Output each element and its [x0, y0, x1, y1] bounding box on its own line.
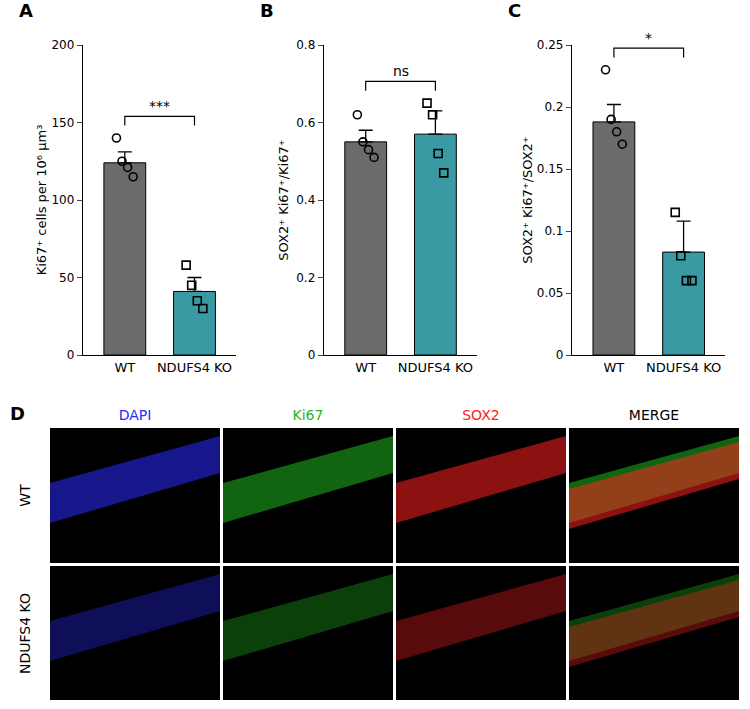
svg-text:200: 200: [51, 38, 74, 52]
svg-text:0.2: 0.2: [544, 100, 563, 114]
svg-text:0.25: 0.25: [537, 38, 564, 52]
svg-text:0: 0: [556, 348, 564, 362]
svg-text:B: B: [260, 0, 274, 21]
svg-text:DAPI: DAPI: [119, 407, 152, 423]
svg-text:C: C: [508, 0, 521, 21]
svg-text:D: D: [10, 403, 25, 424]
svg-text:SOX2⁺ Ki67⁺/SOX2⁺: SOX2⁺ Ki67⁺/SOX2⁺: [520, 136, 535, 263]
svg-text:*: *: [645, 30, 652, 46]
svg-text:0.05: 0.05: [537, 286, 564, 300]
svg-text:ns: ns: [393, 63, 409, 79]
svg-text:0.6: 0.6: [296, 116, 315, 130]
svg-text:A: A: [19, 0, 33, 21]
svg-text:WT: WT: [114, 360, 135, 375]
svg-text:WT: WT: [17, 484, 33, 507]
svg-text:0: 0: [67, 348, 75, 362]
svg-text:MERGE: MERGE: [629, 407, 679, 423]
svg-text:WT: WT: [604, 360, 625, 375]
svg-text:NDUFS4 KO: NDUFS4 KO: [646, 360, 721, 375]
svg-text:0.4: 0.4: [296, 193, 315, 207]
svg-text:NDUFS4 KO: NDUFS4 KO: [157, 360, 232, 375]
svg-text:150: 150: [51, 116, 74, 130]
svg-text:WT: WT: [355, 360, 376, 375]
svg-text:Ki67: Ki67: [293, 407, 324, 423]
svg-text:Ki67⁺ cells per 10⁶ μm³: Ki67⁺ cells per 10⁶ μm³: [34, 125, 49, 276]
svg-text:0.15: 0.15: [537, 162, 564, 176]
svg-text:***: ***: [149, 98, 170, 114]
svg-text:0.2: 0.2: [296, 271, 315, 285]
svg-text:0.8: 0.8: [296, 38, 315, 52]
svg-text:100: 100: [51, 193, 74, 207]
svg-text:0.1: 0.1: [544, 224, 563, 238]
svg-text:0: 0: [308, 348, 316, 362]
svg-text:SOX2⁺ Ki67⁺/Ki67⁺: SOX2⁺ Ki67⁺/Ki67⁺: [276, 139, 291, 260]
svg-text:NDUFS4 KO: NDUFS4 KO: [398, 360, 473, 375]
svg-text:NDUFS4 KO: NDUFS4 KO: [17, 593, 33, 674]
svg-text:50: 50: [59, 271, 74, 285]
svg-text:SOX2: SOX2: [462, 407, 500, 423]
